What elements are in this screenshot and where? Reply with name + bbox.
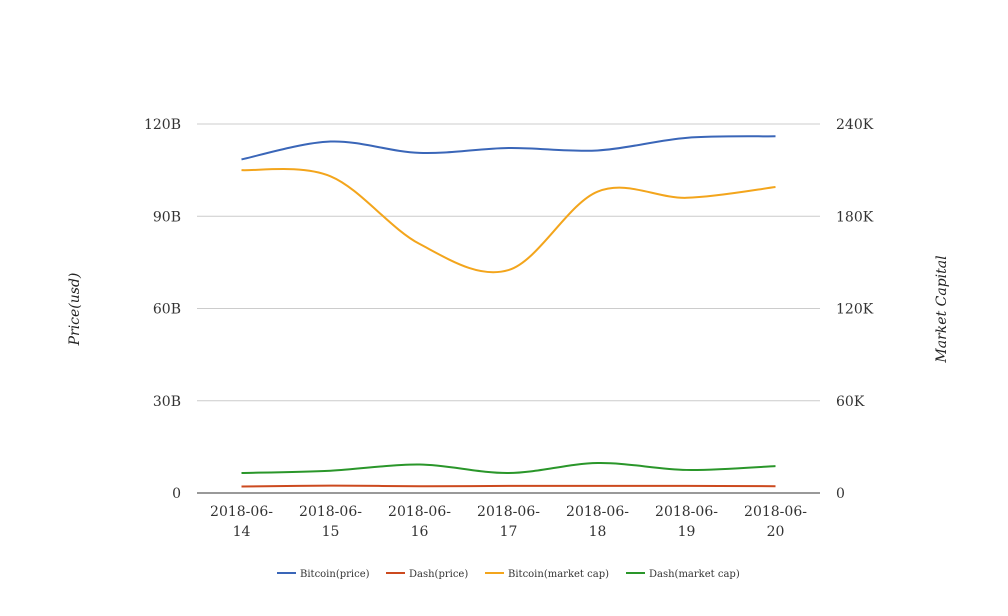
y-tick-label-left: 30B bbox=[153, 394, 181, 410]
series-line-dash-market-cap bbox=[241, 462, 776, 475]
series-line-bitcoin-market-cap bbox=[241, 167, 776, 274]
grid-lines bbox=[197, 123, 820, 402]
legend-label-dash-market-cap: Dash(market cap) bbox=[649, 569, 740, 580]
legend: Bitcoin(price) Dash(price) Bitcoin(market … bbox=[277, 569, 740, 580]
legend-label-bitcoin-price: Bitcoin(price) bbox=[300, 569, 370, 580]
x-tick-label: 2018-06-18 bbox=[566, 504, 629, 540]
y-tick-label-right: 180K bbox=[836, 209, 874, 225]
y-tick-label-left: 90B bbox=[153, 209, 181, 225]
x-tick-label: 2018-06-15 bbox=[299, 504, 362, 540]
y-axis-right-title: Market Capital bbox=[934, 255, 950, 363]
x-axis-ticks: 2018-06-14 2018-06-15 2018-06-16 2018-06-17… bbox=[210, 504, 807, 540]
y-tick-label-left: 120B bbox=[144, 117, 181, 133]
series-lines bbox=[241, 135, 776, 488]
y-tick-label-left: 0 bbox=[172, 486, 181, 502]
y-axis-right-ticks: 0 60K 120K 180K 240K bbox=[836, 117, 874, 502]
y-tick-label-right: 0 bbox=[836, 486, 845, 502]
x-tick-label: 2018-06-16 bbox=[388, 504, 451, 540]
x-tick-label: 2018-06-19 bbox=[655, 504, 718, 540]
y-axis-left-ticks: 0 30B 60B 90B 120B bbox=[144, 117, 181, 502]
y-tick-label-right: 60K bbox=[836, 394, 865, 410]
x-tick-label: 2018-06-14 bbox=[210, 504, 273, 540]
series-line-dash-price bbox=[241, 484, 776, 488]
y-tick-label-left: 60B bbox=[153, 302, 181, 318]
x-tick-label: 2018-06-17 bbox=[477, 504, 540, 540]
series-line-bitcoin-price bbox=[241, 135, 776, 161]
y-axis-left-title: Price(usd) bbox=[67, 273, 83, 347]
y-tick-label-right: 240K bbox=[836, 117, 874, 133]
legend-label-dash-price: Dash(price) bbox=[409, 569, 468, 580]
legend-label-bitcoin-market-cap: Bitcoin(market cap) bbox=[508, 569, 609, 580]
x-tick-label: 2018-06-20 bbox=[744, 504, 807, 540]
y-tick-label-right: 120K bbox=[836, 302, 874, 318]
